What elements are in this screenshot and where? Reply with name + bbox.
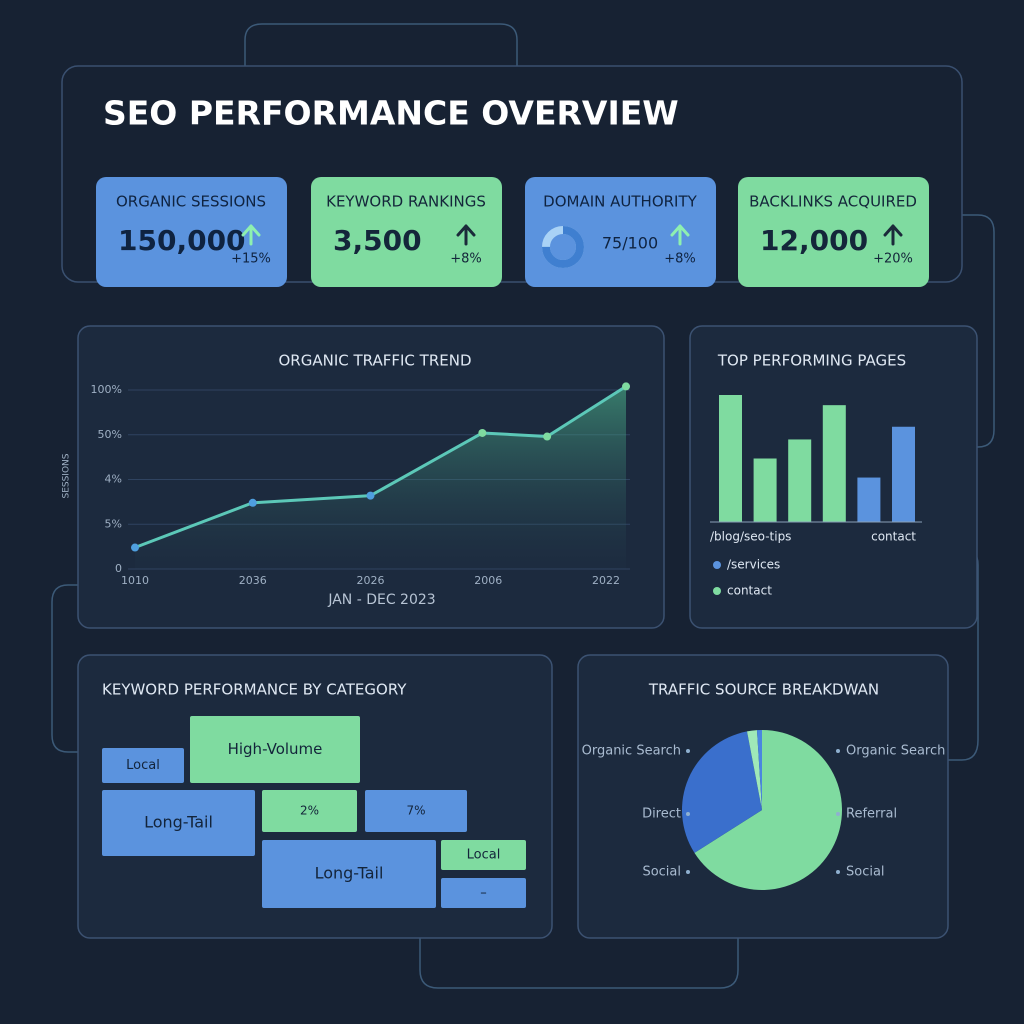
y-tick-label: 0 — [115, 562, 122, 575]
treemap-tile — [441, 840, 526, 870]
kpi-value: 75/100 — [602, 234, 658, 253]
line — [134, 385, 627, 549]
point — [131, 543, 139, 552]
header-frame — [61, 65, 963, 283]
kpi-value: 12,000 — [760, 224, 868, 257]
pie-label: Direct — [642, 807, 681, 822]
pie-label: Social — [642, 865, 681, 880]
kpi-label: ORGANIC SESSIONS — [116, 193, 266, 211]
bar — [719, 395, 742, 522]
bar — [753, 458, 777, 522]
x-tick-label: contact — [871, 530, 916, 544]
treemap-label: – — [480, 886, 487, 901]
kpi-arrow — [241, 224, 261, 246]
y-tick-label: 50% — [98, 428, 122, 441]
point — [248, 498, 257, 507]
treemap-label: Long-Tail — [315, 864, 384, 883]
area — [135, 386, 627, 569]
kpi-change: +8% — [450, 252, 482, 267]
bar — [892, 426, 915, 522]
y-axis-label: SESSIONS — [62, 453, 72, 498]
pie-slice — [756, 730, 762, 810]
pie-slice — [694, 730, 843, 891]
treemap-tile — [102, 790, 255, 856]
x-axis-label: JAN - DEC 2023 — [327, 592, 435, 608]
kpi-label: DOMAIN AUTHORITY — [543, 193, 697, 211]
y-tick-label: 100% — [91, 383, 122, 396]
kpi-card — [738, 177, 929, 287]
legend-label: /services — [727, 558, 780, 572]
point — [622, 382, 631, 391]
treemap-label: Local — [467, 848, 501, 863]
treemap-label: Long-Tail — [144, 813, 213, 832]
chart-title: TRAFFIC SOURCE BREAKDWAN — [648, 681, 879, 699]
pie-label-dot — [686, 812, 690, 816]
pie-label-dot — [686, 870, 690, 874]
point — [366, 491, 375, 500]
legend-swatch — [713, 587, 721, 595]
point — [543, 432, 552, 441]
treemap-tile — [262, 790, 357, 832]
pie-label: Social — [846, 865, 885, 880]
pie-label-dot — [686, 749, 690, 753]
treemap-label: Local — [126, 758, 160, 773]
pie-slice — [747, 730, 762, 810]
treemap-label: 7% — [406, 804, 425, 818]
kpi-change: +8% — [664, 252, 696, 267]
treemap-tile — [441, 878, 526, 908]
legend-swatch — [713, 561, 721, 569]
kpi-arrow — [883, 224, 903, 246]
treemap-tile — [102, 748, 184, 783]
chart-title: TOP PERFORMING PAGES — [717, 352, 906, 370]
kpi-arrow — [670, 224, 690, 246]
pie-label: Referral — [846, 807, 897, 822]
x-tick-label: 2026 — [357, 574, 385, 587]
kpi-change: +15% — [231, 252, 271, 267]
kpi-card — [96, 177, 287, 287]
kpi-card — [311, 177, 502, 287]
treemap-label: High-Volume — [228, 740, 323, 758]
pie-label-dot — [836, 812, 840, 816]
kpi-value: 3,500 — [333, 224, 422, 257]
y-tick-label: 4% — [105, 473, 122, 486]
legend-label: contact — [727, 584, 772, 598]
kpi-change: +20% — [873, 252, 913, 267]
x-tick-label: /blog/seo-tips — [710, 530, 791, 544]
page-title: SEO PERFORMANCE OVERVIEW — [103, 94, 679, 133]
y-tick-label: 5% — [105, 517, 122, 530]
x-tick-label: 1010 — [121, 574, 149, 587]
treemap-tile — [190, 716, 360, 783]
chart-title: ORGANIC TRAFFIC TREND — [279, 352, 472, 370]
treemap-label: 2% — [300, 804, 319, 818]
kpi-value: 150,000 — [118, 224, 246, 257]
point — [478, 428, 487, 437]
x-tick-label: 2006 — [474, 574, 502, 587]
treemap-tile — [365, 790, 467, 832]
treemap-title: KEYWORD PERFORMANCE BY CATEGORY — [102, 681, 407, 699]
bar — [822, 405, 846, 522]
bar — [857, 477, 881, 522]
pie-label: Organic Search — [846, 744, 945, 759]
pie-label: Organic Search — [582, 744, 681, 759]
kpi-arrow — [456, 224, 476, 246]
bar — [788, 439, 812, 522]
kpi-label: KEYWORD RANKINGS — [326, 193, 486, 211]
pie-slice — [682, 731, 762, 853]
treemap-tile — [262, 840, 436, 908]
pie-label-dot — [836, 749, 840, 753]
x-tick-label: 2036 — [239, 574, 267, 587]
gauge-value — [542, 226, 584, 268]
kpi-label: BACKLINKS ACQUIRED — [749, 193, 917, 211]
pie-label-dot — [836, 870, 840, 874]
x-tick-label: 2022 — [592, 574, 620, 587]
